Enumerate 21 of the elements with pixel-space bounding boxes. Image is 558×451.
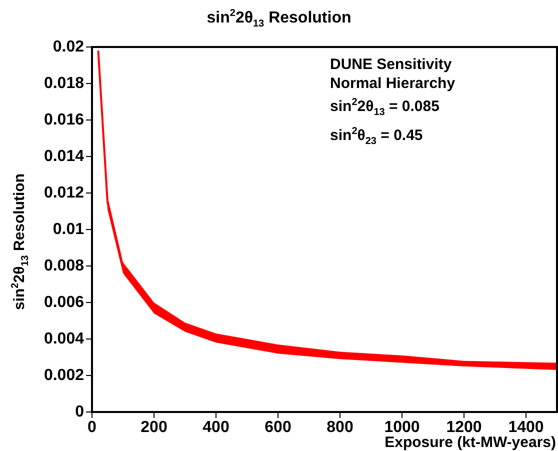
y-tick-label: 0.008: [44, 257, 84, 274]
x-tick-label: 1400: [508, 419, 544, 436]
y-tick-label: 0.01: [52, 220, 84, 238]
y-tick-label: 0.004: [44, 330, 84, 348]
x-tick-label: 800: [326, 419, 354, 436]
y-tick-label: 0.016: [44, 111, 84, 128]
x-tick-label: 1200: [446, 419, 482, 436]
y-tick-label: 0.02: [52, 38, 84, 56]
y-tick-label: 0: [75, 403, 84, 420]
x-tick-label: 600: [264, 419, 292, 436]
x-axis-title: Exposure (kt-MW-years): [384, 434, 556, 451]
y-tick-label: 0.018: [44, 74, 84, 92]
x-tick-label: 0: [88, 419, 97, 436]
x-tick-label: 400: [202, 419, 230, 436]
chart-title: sin$^{2}$2θ$_{13}$ Resolution: [206, 8, 352, 30]
x-tick-label: 200: [140, 419, 168, 436]
y-tick-label: 0.014: [44, 148, 84, 165]
y-tick-label: 0.002: [44, 366, 84, 384]
y-tick-label: 0.012: [44, 184, 84, 202]
y-tick-label: 0.006: [44, 294, 84, 311]
x-tick-label: 1000: [384, 419, 420, 436]
